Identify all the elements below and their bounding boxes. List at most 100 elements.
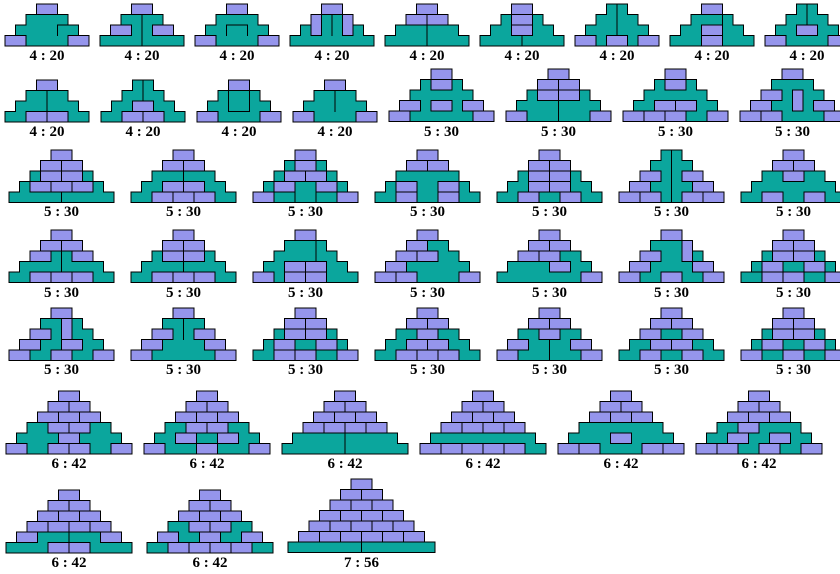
pyramid-label: 6 : 42 bbox=[193, 555, 228, 571]
pyramid-diagram bbox=[130, 149, 237, 204]
pyramid-label: 4 : 20 bbox=[220, 48, 255, 64]
pyramid-diagram bbox=[618, 149, 725, 204]
pyramid-label: 6 : 42 bbox=[52, 555, 87, 571]
pyramid-diagram bbox=[5, 489, 133, 554]
pyramid-figure: 4 : 20 bbox=[4, 79, 90, 140]
pyramid-figure: 6 : 42 bbox=[281, 390, 409, 472]
pyramid-label: 5 : 30 bbox=[288, 362, 323, 378]
pyramid-label: 5 : 30 bbox=[532, 204, 567, 220]
pyramid-figure: 5 : 30 bbox=[622, 68, 729, 140]
pyramid-diagram bbox=[194, 3, 280, 47]
pyramid-label: 6 : 42 bbox=[52, 456, 87, 472]
pyramid-diagram bbox=[5, 390, 133, 455]
pyramid-diagram bbox=[740, 149, 840, 204]
pyramid-diagram bbox=[292, 79, 378, 123]
pyramid-label: 5 : 30 bbox=[410, 362, 445, 378]
pyramid-figure: 5 : 30 bbox=[740, 307, 840, 379]
pyramid-label: 5 : 30 bbox=[775, 124, 810, 140]
pyramid-diagram bbox=[618, 229, 725, 284]
pyramid-figure: 5 : 30 bbox=[130, 229, 237, 301]
pyramid-label: 5 : 30 bbox=[166, 285, 201, 301]
pyramid-label: 7 : 56 bbox=[344, 555, 379, 571]
pyramid-diagram bbox=[374, 307, 481, 362]
pyramid-figure: 6 : 42 bbox=[143, 390, 271, 472]
pyramid-label: 4 : 20 bbox=[410, 48, 445, 64]
pyramid-label: 5 : 30 bbox=[410, 204, 445, 220]
pyramid-label: 4 : 20 bbox=[30, 48, 65, 64]
pyramid-figure: 5 : 30 bbox=[252, 229, 359, 301]
pyramid-label: 5 : 30 bbox=[654, 204, 689, 220]
pyramid-figure: 4 : 20 bbox=[479, 3, 565, 64]
pyramid-label: 5 : 30 bbox=[532, 362, 567, 378]
pyramid-label: 5 : 30 bbox=[532, 285, 567, 301]
pyramid-figure: 4 : 20 bbox=[99, 3, 185, 64]
pyramid-diagram bbox=[496, 149, 603, 204]
pyramid-diagram bbox=[419, 390, 547, 455]
pyramid-figure: 5 : 30 bbox=[740, 149, 840, 221]
pyramid-figure: 5 : 30 bbox=[496, 229, 603, 301]
pyramid-diagram bbox=[479, 3, 565, 47]
pyramid-diagram bbox=[740, 229, 840, 284]
pyramid-figure: 5 : 30 bbox=[374, 149, 481, 221]
pyramid-diagram bbox=[252, 307, 359, 362]
pyramid-diagram bbox=[287, 478, 436, 554]
pyramid-diagram bbox=[100, 79, 186, 123]
pyramid-figure: 5 : 30 bbox=[618, 229, 725, 301]
pyramid-diagram bbox=[252, 149, 359, 204]
pyramid-diagram bbox=[146, 489, 274, 554]
pyramid-label: 6 : 42 bbox=[466, 456, 501, 472]
pyramid-diagram bbox=[496, 229, 603, 284]
pyramid-figure: 4 : 20 bbox=[574, 3, 660, 64]
pyramid-figure: 5 : 30 bbox=[496, 307, 603, 379]
pyramid-diagram bbox=[618, 307, 725, 362]
pyramid-label: 5 : 30 bbox=[166, 362, 201, 378]
pyramid-diagram bbox=[289, 3, 375, 47]
pyramid-diagram bbox=[557, 390, 685, 455]
pyramid-label: 5 : 30 bbox=[44, 204, 79, 220]
pyramid-label: 5 : 30 bbox=[654, 285, 689, 301]
pyramid-diagram bbox=[574, 3, 660, 47]
pyramid-figure: 5 : 30 bbox=[739, 68, 840, 140]
pyramid-diagram bbox=[388, 68, 495, 123]
pyramid-diagram bbox=[8, 149, 115, 204]
pyramid-figure: 4 : 20 bbox=[4, 3, 90, 64]
pyramid-row: 6 : 42 6 : 42 7 : 56 bbox=[5, 478, 840, 571]
pyramid-diagram bbox=[4, 79, 90, 123]
pyramid-label: 5 : 30 bbox=[658, 124, 693, 140]
pyramid-figure: 5 : 30 bbox=[496, 149, 603, 221]
pyramid-diagram bbox=[695, 390, 823, 455]
pyramid-figure: 5 : 30 bbox=[8, 229, 115, 301]
pyramid-figure: 5 : 30 bbox=[740, 229, 840, 301]
pyramid-label: 4 : 20 bbox=[222, 124, 257, 140]
pyramid-label: 6 : 42 bbox=[190, 456, 225, 472]
pyramid-row: 5 : 30 5 : 30 5 : 30 5 : 30 5 : 30 5 : 30 5 : … bbox=[8, 149, 840, 221]
pyramid-figure: 5 : 30 bbox=[8, 307, 115, 379]
pyramid-diagram bbox=[252, 229, 359, 284]
pyramid-diagram bbox=[143, 390, 271, 455]
pyramid-label: 5 : 30 bbox=[776, 204, 811, 220]
pyramid-figure: 5 : 30 bbox=[374, 229, 481, 301]
pyramid-label: 4 : 20 bbox=[318, 124, 353, 140]
pyramid-label: 5 : 30 bbox=[288, 204, 323, 220]
pyramid-diagram bbox=[739, 68, 840, 123]
pyramid-label: 6 : 42 bbox=[742, 456, 777, 472]
pyramid-label: 5 : 30 bbox=[776, 362, 811, 378]
pyramid-label: 4 : 20 bbox=[126, 124, 161, 140]
pyramid-diagram bbox=[740, 307, 840, 362]
pyramid-figure: 5 : 30 bbox=[252, 149, 359, 221]
pyramid-label: 4 : 20 bbox=[695, 48, 730, 64]
pyramid-figure: 6 : 42 bbox=[5, 489, 133, 571]
pyramid-figure: 5 : 30 bbox=[374, 307, 481, 379]
pyramid-diagram bbox=[764, 3, 840, 47]
pyramid-figure: 5 : 30 bbox=[8, 149, 115, 221]
pyramid-label: 4 : 20 bbox=[600, 48, 635, 64]
pyramid-figure: 6 : 42 bbox=[419, 390, 547, 472]
pyramid-label: 5 : 30 bbox=[44, 362, 79, 378]
pyramid-figure: 5 : 30 bbox=[618, 149, 725, 221]
pyramid-label: 4 : 20 bbox=[505, 48, 540, 64]
pyramid-label: 5 : 30 bbox=[166, 204, 201, 220]
